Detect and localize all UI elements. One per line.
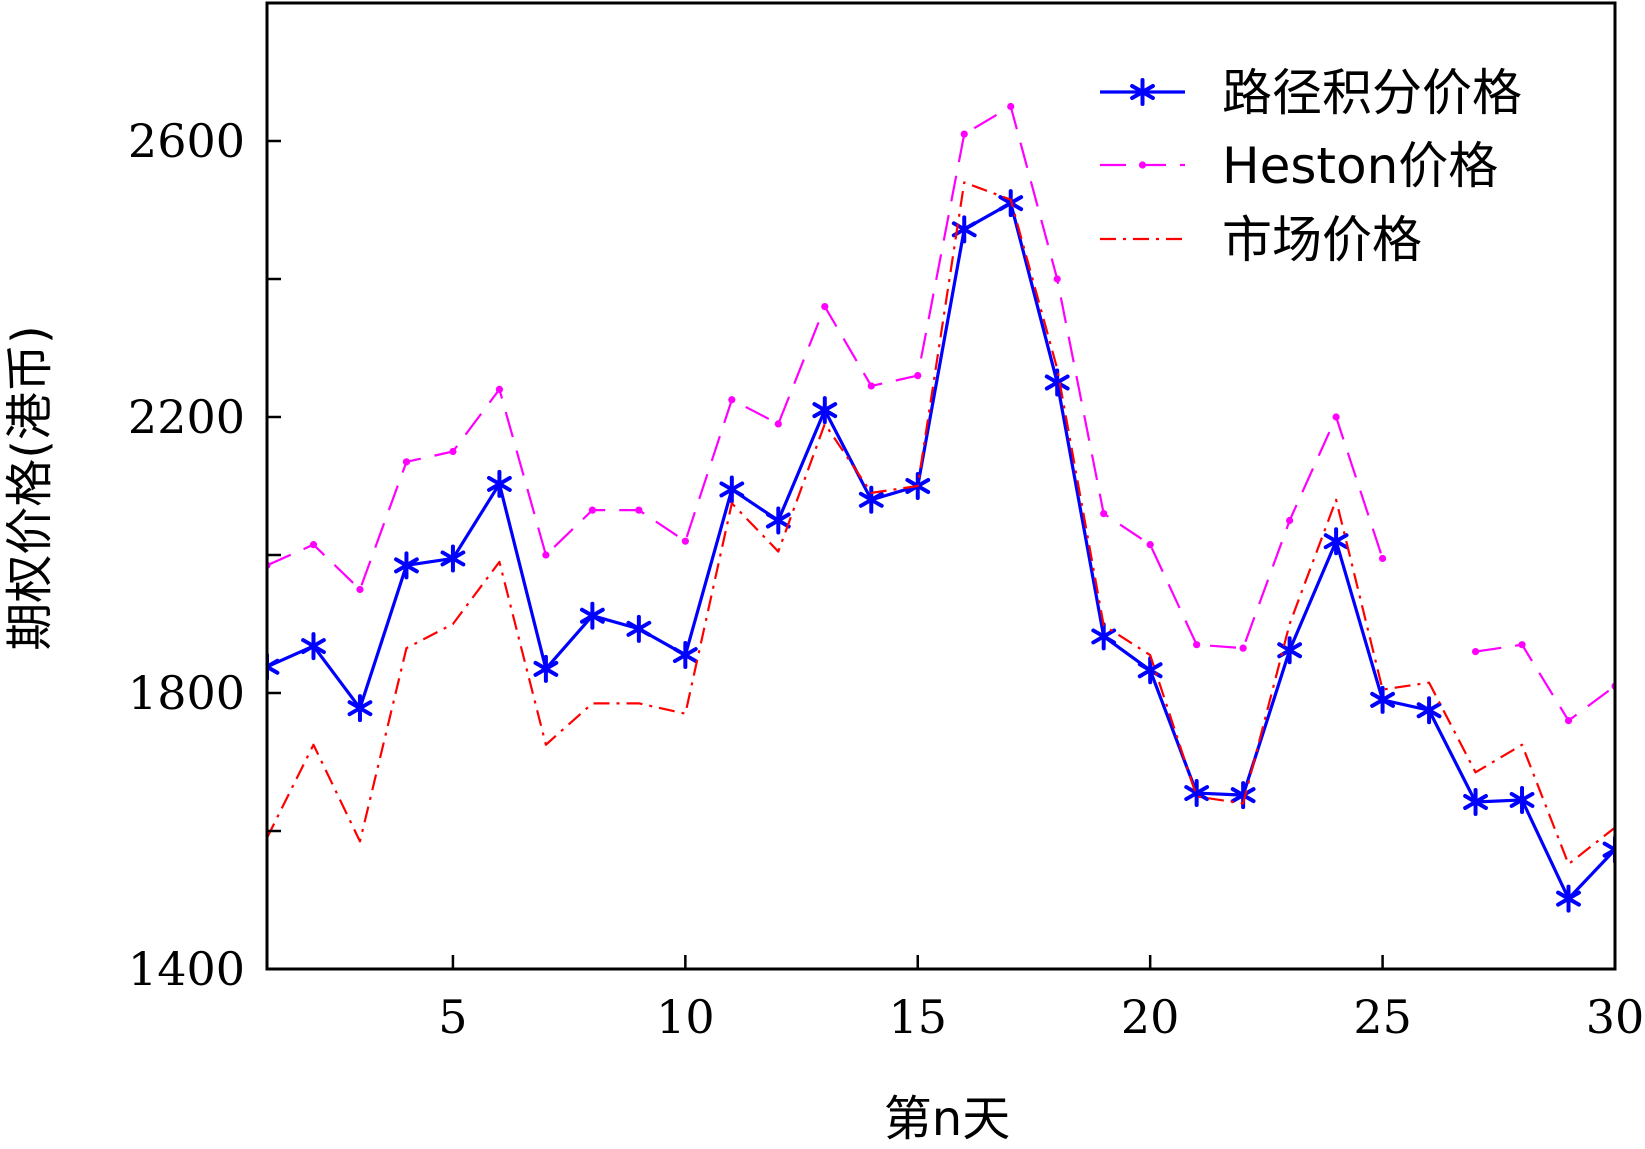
data-point-heston-11 xyxy=(728,396,736,404)
data-point-heston-19 xyxy=(1100,509,1108,518)
data-point-heston-15 xyxy=(914,372,922,380)
data-point-heston-6 xyxy=(495,385,504,393)
data-point-heston-3 xyxy=(356,585,364,594)
data-point-path-integral-11 xyxy=(719,475,745,504)
data-point-heston-22 xyxy=(1239,644,1247,652)
data-point-heston-25 xyxy=(1378,554,1387,563)
data-point-path-integral-3 xyxy=(347,694,373,723)
data-point-heston-13 xyxy=(821,303,829,311)
data-point-path-integral-29 xyxy=(1556,884,1581,913)
legend-label-market: 市场价格 xyxy=(1222,211,1422,269)
x-tick-label-5: 5 xyxy=(438,990,467,1044)
data-point-heston-29 xyxy=(1564,717,1573,725)
series-group xyxy=(267,102,1615,913)
legend-label-heston: Heston价格 xyxy=(1222,137,1498,195)
data-point-heston-27 xyxy=(1471,648,1480,656)
data-point-path-integral-23 xyxy=(1277,636,1303,665)
legend-entry-heston: Heston价格 xyxy=(1100,137,1498,195)
data-point-heston-20 xyxy=(1146,541,1154,549)
data-point-path-integral-1 xyxy=(267,652,280,681)
data-point-heston-7 xyxy=(542,551,550,559)
data-point-heston-10 xyxy=(681,537,689,545)
data-point-path-integral-19 xyxy=(1091,622,1117,651)
series-line-market xyxy=(267,181,1615,866)
data-point-path-integral-6 xyxy=(487,469,512,498)
plot-area xyxy=(267,102,1615,913)
series-line-heston-2 xyxy=(1475,643,1615,722)
data-point-path-integral-12 xyxy=(765,506,791,535)
legend-entry-market: 市场价格 xyxy=(1100,211,1422,269)
data-point-path-integral-2 xyxy=(301,632,326,661)
series-path-integral xyxy=(267,189,1615,913)
data-point-path-integral-13 xyxy=(812,396,838,425)
data-point-heston-9 xyxy=(635,506,643,514)
legend-marker-path-integral xyxy=(1130,78,1155,106)
data-point-path-integral-20 xyxy=(1137,656,1163,685)
data-point-path-integral-27 xyxy=(1463,788,1488,817)
data-point-heston-23 xyxy=(1286,516,1294,525)
data-point-heston-14 xyxy=(867,382,875,390)
data-point-heston-16 xyxy=(960,130,968,138)
data-point-path-integral-10 xyxy=(672,641,698,670)
data-point-path-integral-4 xyxy=(394,551,419,580)
data-point-path-integral-7 xyxy=(533,654,559,683)
legend-entry-path-integral: 路径积分价格 xyxy=(1100,64,1522,122)
data-point-heston-12 xyxy=(774,420,782,428)
axes: 5 10 15 20 25 30 1400 1800 2200 2600 xyxy=(128,1,1645,1044)
series-market xyxy=(267,181,1615,866)
y-tick-label-2200: 2200 xyxy=(128,390,245,444)
data-point-path-integral-30 xyxy=(1602,835,1615,864)
x-tick-label-20: 20 xyxy=(1121,990,1180,1044)
data-point-heston-2 xyxy=(309,541,318,549)
y-tick-label-1800: 1800 xyxy=(128,666,245,720)
data-point-path-integral-9 xyxy=(626,614,652,643)
series-line-path-integral xyxy=(267,201,1615,901)
data-point-path-integral-5 xyxy=(440,544,466,573)
data-point-path-integral-28 xyxy=(1509,785,1535,814)
x-tick-label-30: 30 xyxy=(1586,990,1645,1044)
legend-label-path-integral: 路径积分价格 xyxy=(1222,64,1522,122)
legend-marker-heston xyxy=(1138,161,1147,169)
data-point-heston-8 xyxy=(588,506,596,514)
x-axis-title: 第n天 xyxy=(884,1091,1010,1147)
data-point-heston-28 xyxy=(1518,641,1526,649)
x-tick-label-15: 15 xyxy=(888,990,947,1044)
y-tick-label-1400: 1400 xyxy=(128,942,245,996)
data-point-heston-5 xyxy=(449,447,457,456)
series-heston xyxy=(267,102,1615,725)
data-point-path-integral-8 xyxy=(579,601,605,630)
data-point-path-integral-24 xyxy=(1323,527,1349,556)
y-axis-title: 期权价格(港币) xyxy=(2,325,58,650)
y-tick-label-2600: 2600 xyxy=(128,114,245,168)
data-point-path-integral-21 xyxy=(1184,779,1210,808)
data-point-heston-24 xyxy=(1332,413,1340,421)
plot-frame xyxy=(265,1,1617,971)
data-point-heston-17 xyxy=(1007,102,1015,111)
data-point-heston-21 xyxy=(1193,641,1201,649)
data-point-path-integral-25 xyxy=(1370,685,1395,714)
x-tick-label-25: 25 xyxy=(1353,990,1412,1044)
x-tick-label-10: 10 xyxy=(656,990,715,1044)
data-point-heston-4 xyxy=(402,458,411,466)
series-line-heston-1 xyxy=(267,105,1384,650)
data-point-path-integral-26 xyxy=(1416,696,1442,725)
data-point-heston-18 xyxy=(1053,275,1061,283)
